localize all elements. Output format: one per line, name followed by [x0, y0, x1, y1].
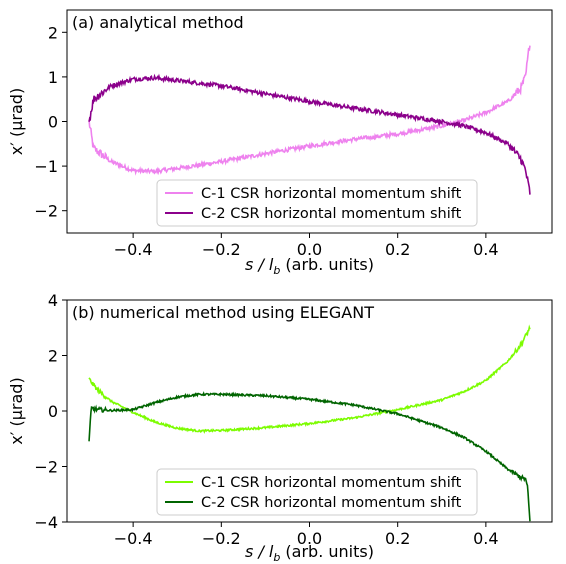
x-tick-label: 0.2: [385, 240, 410, 259]
chart-panel-2: −0.4 −0.2 0.0 0.2 0.4 −4 −2 0 2 4 (b) numerical me…: [7, 291, 553, 564]
panel-title: (a) analytical method: [72, 13, 244, 32]
legend-label: C-1 CSR horizontal momentum shift: [201, 475, 462, 491]
x-tick-label: 0.2: [385, 529, 410, 548]
x-tick-label: −0.2: [202, 529, 241, 548]
y-tick-label: 2: [48, 347, 58, 366]
y-tick-label: −2: [34, 458, 58, 477]
legend-label: C-2 CSR horizontal momentum shift: [201, 206, 462, 222]
x-tick-label: −0.2: [202, 240, 241, 259]
legend-box: [156, 468, 478, 516]
y-tick-label: 2: [48, 23, 58, 42]
x-tick-label: 0.4: [473, 240, 498, 259]
y-tick-label: −4: [34, 513, 58, 532]
y-tick-label: 0: [48, 402, 58, 421]
legend-label: C-1 CSR horizontal momentum shift: [201, 186, 462, 202]
x-tick-label: −0.4: [114, 240, 153, 259]
series-line-2: [88, 73, 531, 195]
series-line-2: [88, 391, 531, 522]
y-tick-label: 4: [48, 291, 58, 310]
y-axis-label: x′ (µrad): [7, 88, 26, 155]
x-axis-label: s / lb (arb. units): [245, 255, 374, 277]
y-tick-label: 0: [48, 113, 58, 132]
series-line-1: [88, 324, 531, 434]
x-axis-label: s / lb (arb. units): [245, 542, 374, 564]
panel-title: (b) numerical method using ELEGANT: [72, 303, 374, 322]
legend-label: C-2 CSR horizontal momentum shift: [201, 495, 462, 511]
legend: C-1 CSR horizontal momentum shift C-2 CSR…: [156, 179, 478, 227]
chart-panel-1: −0.4 −0.2 0.0 0.2 0.4 −2 −1 0 1 2 (a) analytical m…: [7, 9, 553, 277]
y-tick-label: −2: [34, 202, 58, 221]
legend: C-1 CSR horizontal momentum shift C-2 CSR…: [156, 468, 478, 516]
y-tick-label: 1: [48, 68, 58, 87]
y-axis-label: x′ (µrad): [7, 377, 26, 444]
x-tick-label: −0.4: [114, 529, 153, 548]
x-tick-label: 0.4: [473, 529, 498, 548]
x-tick-label: 0.0: [297, 529, 322, 548]
y-tick-label: −1: [34, 157, 58, 176]
x-tick-label: 0.0: [297, 240, 322, 259]
legend-box: [156, 179, 478, 227]
series-line-1: [88, 45, 531, 176]
